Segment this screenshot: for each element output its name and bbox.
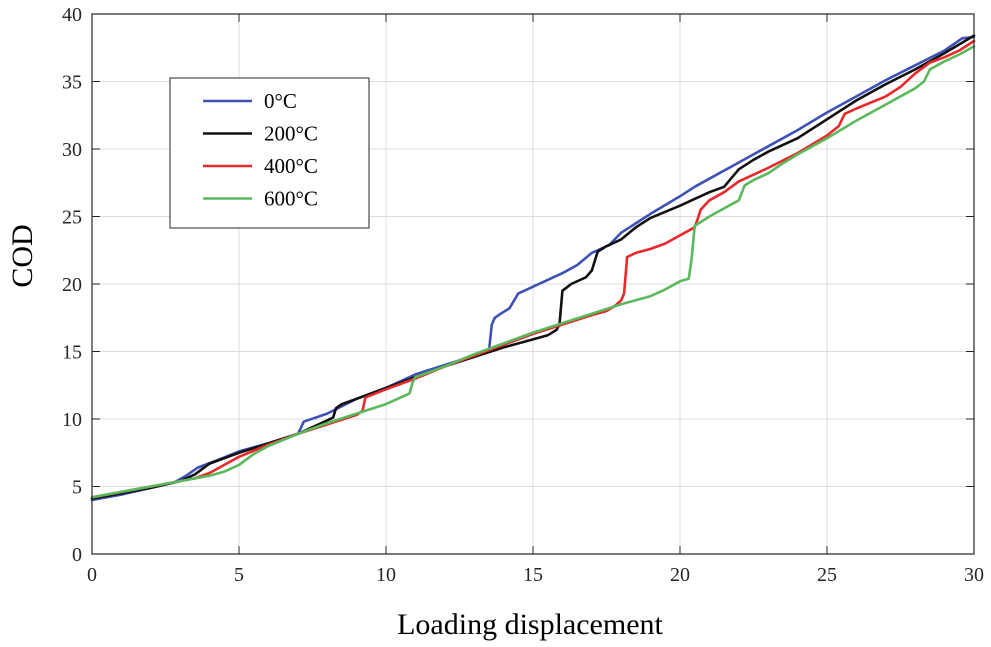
y-tick-label: 20 [62, 274, 82, 296]
series-layer [90, 34, 976, 502]
y-tick-label: 40 [62, 4, 82, 26]
y-tick-label: 5 [72, 477, 82, 499]
legend-label-200c: 200°C [264, 122, 318, 146]
legend-box [169, 77, 370, 229]
x-tick-label: 15 [523, 564, 543, 586]
y-tick-label: 35 [62, 72, 82, 94]
y-tick-labels: 0 5 10 15 20 25 30 35 40 [62, 4, 82, 566]
x-tick-labels: 0 5 10 15 20 25 30 [87, 564, 984, 586]
legend-label-0c: 0°C [264, 89, 297, 113]
x-tick-label: 20 [670, 564, 690, 586]
legend-label-600c: 600°C [264, 187, 318, 211]
x-tick-label: 5 [234, 564, 244, 586]
y-axis-title: COD [6, 224, 39, 287]
grid-lines [91, 13, 975, 555]
y-tick-label: 30 [62, 139, 82, 161]
legend-label-400c: 400°C [264, 154, 318, 178]
series-line-600c [90, 45, 976, 499]
x-tick-label: 25 [817, 564, 837, 586]
x-axis-title: Loading displacement [397, 608, 663, 641]
y-tick-label: 10 [62, 409, 82, 431]
y-tick-label: 15 [62, 342, 82, 364]
legend: 0°C 200°C 400°C 600°C [169, 77, 370, 229]
x-tick-label: 10 [376, 564, 396, 586]
x-tick-label: 0 [87, 564, 97, 586]
y-tick-label: 25 [62, 207, 82, 229]
x-tick-label: 30 [964, 564, 984, 586]
axis-ticks [91, 13, 975, 555]
y-tick-label: 0 [72, 544, 82, 566]
